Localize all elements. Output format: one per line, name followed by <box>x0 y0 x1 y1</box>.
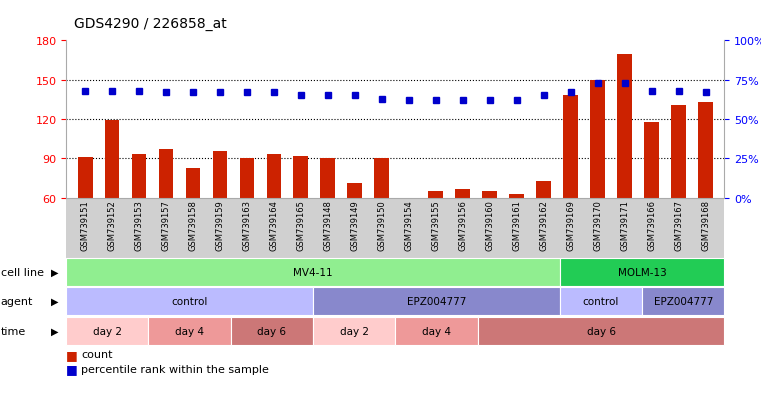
Text: ▶: ▶ <box>51 326 59 336</box>
Text: MV4-11: MV4-11 <box>293 267 333 277</box>
Text: day 4: day 4 <box>422 326 451 336</box>
Bar <box>158 150 174 277</box>
Text: agent: agent <box>1 297 33 306</box>
Bar <box>482 192 497 277</box>
Text: day 2: day 2 <box>93 326 122 336</box>
Text: ■: ■ <box>66 348 78 361</box>
Text: MOLM-13: MOLM-13 <box>618 267 667 277</box>
Bar <box>563 96 578 277</box>
Text: day 6: day 6 <box>257 326 286 336</box>
Text: count: count <box>81 349 113 359</box>
Text: day 4: day 4 <box>175 326 204 336</box>
Bar <box>401 198 416 277</box>
Text: ▶: ▶ <box>51 297 59 306</box>
Bar <box>320 159 336 277</box>
Text: cell line: cell line <box>1 267 44 277</box>
Text: control: control <box>171 297 208 306</box>
Bar <box>645 122 659 277</box>
Bar <box>266 155 282 277</box>
Bar <box>240 159 254 277</box>
Text: time: time <box>1 326 26 336</box>
Text: day 6: day 6 <box>587 326 616 336</box>
Text: EPZ004777: EPZ004777 <box>654 297 713 306</box>
Bar <box>455 189 470 277</box>
Bar <box>591 81 605 277</box>
Bar <box>537 181 551 277</box>
Bar <box>212 151 228 277</box>
Bar <box>617 55 632 277</box>
Bar <box>105 121 119 277</box>
Bar <box>78 158 93 277</box>
Bar <box>698 103 713 277</box>
Bar <box>671 105 686 277</box>
Text: ▶: ▶ <box>51 267 59 277</box>
Text: percentile rank within the sample: percentile rank within the sample <box>81 364 269 374</box>
Bar <box>294 157 308 277</box>
Text: control: control <box>583 297 619 306</box>
Bar <box>348 184 362 277</box>
Bar <box>374 159 390 277</box>
Bar <box>132 155 146 277</box>
Text: ■: ■ <box>66 362 78 375</box>
Bar <box>428 192 443 277</box>
Text: GDS4290 / 226858_at: GDS4290 / 226858_at <box>74 17 227 31</box>
Text: day 2: day 2 <box>339 326 368 336</box>
Bar <box>186 168 200 277</box>
Text: EPZ004777: EPZ004777 <box>407 297 466 306</box>
Bar <box>509 195 524 277</box>
